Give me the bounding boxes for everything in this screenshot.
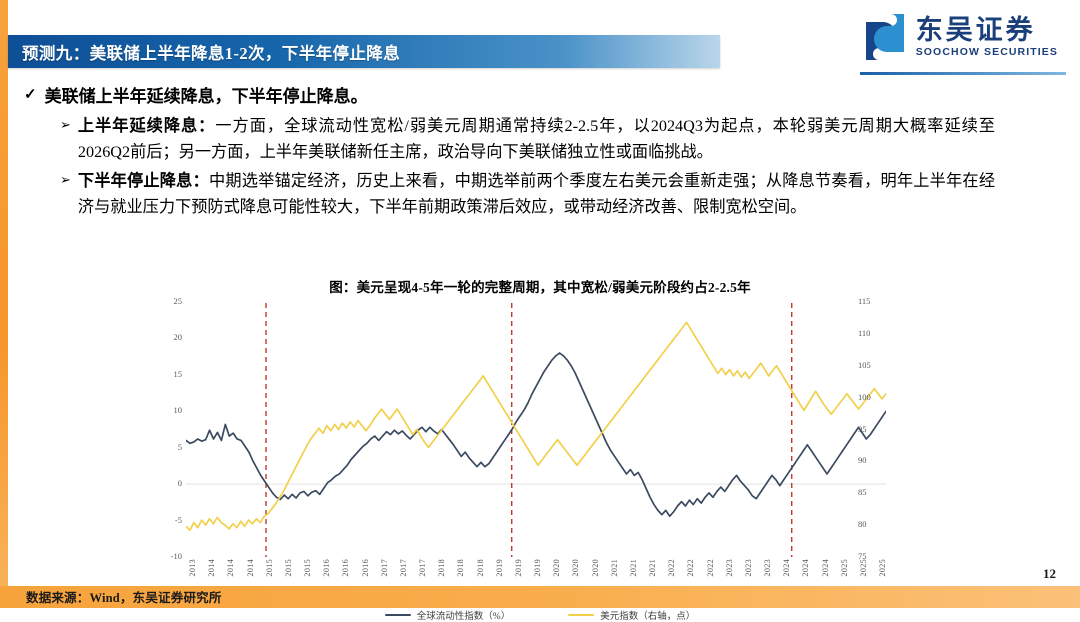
x-tick: 2022 bbox=[686, 559, 696, 577]
legend-swatch-dxy bbox=[568, 613, 595, 617]
y-tick-right: 90 bbox=[858, 455, 867, 466]
brand-logo: 东吴证券 SOOCHOW SECURITIES bbox=[862, 14, 1058, 60]
y-tick-left: -10 bbox=[170, 551, 182, 561]
logo-text-cn: 东吴证券 bbox=[915, 15, 1036, 46]
sub-bullet-1-paragraph: 上半年延续降息：一方面，全球流动性宽松/弱美元周期通常持续2-2.5年，以202… bbox=[78, 113, 995, 165]
sub-bullet-1-body: 一方面，全球流动性宽松/弱美元周期通常持续2-2.5年，以2024Q3为起点，本… bbox=[77, 116, 996, 161]
x-tick: 2017 bbox=[379, 559, 389, 577]
y-tick-left: 10 bbox=[173, 405, 183, 416]
x-tick: 2021 bbox=[609, 559, 619, 577]
headline-text: 美联储上半年延续降息，下半年停止降息。 bbox=[44, 87, 368, 106]
x-tick: 2019 bbox=[494, 559, 504, 577]
y-tick-left: 5 bbox=[177, 441, 182, 452]
legend-label-dxy: 美元指数（右轴，点） bbox=[600, 612, 696, 622]
x-tick: 2025 bbox=[858, 559, 868, 577]
x-tick: 2025 bbox=[839, 559, 849, 577]
x-tick: 2019 bbox=[533, 559, 542, 577]
x-tick: 2016 bbox=[322, 559, 332, 577]
y-tick-right: 85 bbox=[858, 487, 867, 498]
x-tick: 2024 bbox=[782, 559, 792, 577]
legend-label-liquidity: 全球流动性指数（%） bbox=[416, 612, 511, 622]
y-tick-right: 75 bbox=[858, 551, 867, 561]
headline-bullet: ✓ 美联储上半年延续降息，下半年停止降息。 bbox=[24, 84, 1068, 110]
y-tick-left: 20 bbox=[173, 332, 183, 343]
legend-item-dxy: 美元指数（右轴，点） bbox=[568, 608, 695, 622]
source-note: 数据来源：Wind，东吴证券研究所 bbox=[26, 591, 222, 605]
soochow-logo-icon bbox=[862, 14, 908, 60]
x-tick: 2022 bbox=[705, 559, 715, 577]
y-tick-left: 15 bbox=[173, 368, 183, 379]
x-tick: 2022 bbox=[667, 559, 677, 577]
sub-bullet-2-body: 中期选举锚定经济，历史上来看，中期选举前两个季度左右美元会重新走强；从降息节奏看… bbox=[77, 171, 996, 217]
y-tick-right: 95 bbox=[858, 423, 867, 434]
x-tick: 2021 bbox=[628, 559, 638, 577]
y-tick-left: -5 bbox=[174, 514, 182, 525]
x-tick: 2020 bbox=[590, 559, 600, 577]
y-tick-right: 100 bbox=[858, 391, 871, 402]
slide-body: ✓ 美联储上半年延续降息，下半年停止降息。 ➢ 上半年延续降息：一方面，全球流动… bbox=[8, 78, 1068, 220]
x-tick: 2014 bbox=[207, 559, 217, 577]
check-icon: ✓ bbox=[24, 87, 37, 103]
chart-title: 图：美元呈现4-5年一轮的完整周期，其中宽松/弱美元阶段约占2-2.5年 bbox=[329, 280, 751, 295]
x-tick: 2023 bbox=[743, 559, 753, 577]
x-tick: 2016 bbox=[360, 559, 370, 577]
x-tick: 2017 bbox=[398, 559, 408, 577]
x-tick: 2016 bbox=[341, 559, 351, 577]
x-tick: 2021 bbox=[648, 559, 657, 577]
x-tick: 2023 bbox=[763, 559, 772, 577]
left-accent-rail bbox=[0, 0, 8, 608]
x-tick: 2017 bbox=[418, 559, 427, 577]
chart-legend: 全球流动性指数（%） 美元指数（右轴，点） bbox=[0, 608, 1080, 622]
x-tick: 2020 bbox=[571, 559, 581, 577]
page-title: 预测九：美联储上半年降息1-2次，下半年停止降息 bbox=[22, 43, 401, 63]
sub-bullet-2-lead: 下半年停止降息： bbox=[77, 171, 209, 190]
sub-bullet-2-paragraph: 下半年停止降息：中期选举锚定经济，历史上来看，中期选举前两个季度左右美元会重新走… bbox=[78, 168, 995, 220]
x-tick: 2018 bbox=[437, 559, 447, 577]
arrow-bullet-icon: ➢ bbox=[60, 171, 71, 187]
legend-item-liquidity: 全球流动性指数（%） bbox=[384, 608, 511, 622]
header-divider bbox=[860, 72, 1066, 75]
x-tick: 2019 bbox=[513, 559, 523, 577]
x-tick: 2018 bbox=[475, 559, 485, 577]
x-tick: 2018 bbox=[456, 559, 466, 577]
sub-bullet-1-lead: 上半年延续降息： bbox=[77, 116, 216, 135]
x-tick: 2015 bbox=[264, 559, 274, 577]
figure: 图：美元呈现4-5年一轮的完整周期，其中宽松/弱美元阶段约占2-2.5年 25 2… bbox=[0, 276, 1080, 622]
slide-title-bar: 预测九：美联储上半年降息1-2次，下半年停止降息 bbox=[8, 35, 720, 68]
page-number: 12 bbox=[1043, 566, 1056, 581]
x-tick: 2015 bbox=[303, 559, 312, 577]
x-tick: 2013 bbox=[188, 559, 197, 577]
x-tick: 2024 bbox=[801, 559, 811, 577]
chart-svg bbox=[185, 294, 887, 575]
arrow-bullet-icon: ➢ bbox=[60, 116, 71, 132]
y-tick-left: 25 bbox=[173, 296, 183, 306]
x-tick: 2023 bbox=[724, 559, 734, 577]
chart-plot-area: 25 20 15 10 5 0 -5 -10 115 110 105 100 95 90 85 80 75 bbox=[171, 294, 887, 575]
y-tick-left: 0 bbox=[177, 478, 182, 489]
y-tick-right: 115 bbox=[858, 296, 871, 306]
footer-band bbox=[0, 586, 1080, 608]
sub-bullet-2: ➢ 下半年停止降息：中期选举锚定经济，历史上来看，中期选举前两个季度左右美元会重… bbox=[60, 168, 995, 220]
x-tick: 2025 bbox=[878, 559, 887, 577]
logo-text-en: SOOCHOW SECURITIES bbox=[915, 45, 1058, 58]
y-tick-right: 80 bbox=[858, 519, 867, 530]
x-tick: 2014 bbox=[226, 559, 236, 577]
x-tick: 2014 bbox=[245, 559, 255, 577]
x-tick: 2015 bbox=[283, 559, 293, 577]
legend-swatch-liquidity bbox=[384, 613, 411, 617]
x-tick: 2024 bbox=[820, 559, 830, 577]
y-tick-right: 105 bbox=[858, 359, 871, 370]
y-tick-right: 110 bbox=[858, 327, 871, 338]
x-tick: 2020 bbox=[552, 559, 562, 577]
sub-bullet-1: ➢ 上半年延续降息：一方面，全球流动性宽松/弱美元周期通常持续2-2.5年，以2… bbox=[60, 113, 995, 165]
